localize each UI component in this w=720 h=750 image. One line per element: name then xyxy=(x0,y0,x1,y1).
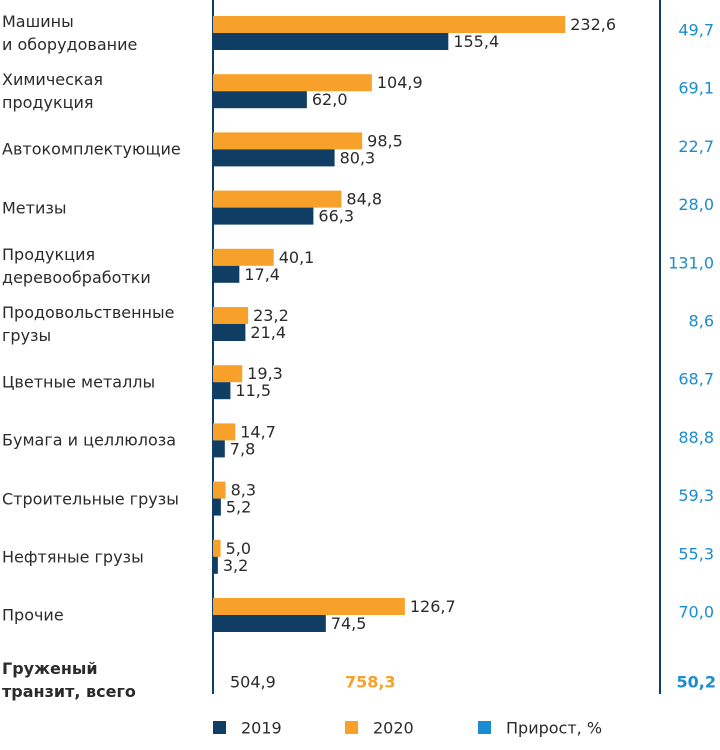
growth-label: 49,7 xyxy=(678,21,714,40)
legend-label: Прирост, % xyxy=(506,719,602,738)
value-label: 104,9 xyxy=(377,73,423,92)
growth-label: 131,0 xyxy=(668,253,714,272)
value-label: 126,7 xyxy=(410,597,456,616)
legend-label: 2020 xyxy=(373,719,414,738)
growth-label: 70,0 xyxy=(678,603,714,622)
bar xyxy=(213,440,225,458)
growth-label: 68,7 xyxy=(678,370,714,389)
value-label: 21,4 xyxy=(250,323,286,342)
bar xyxy=(213,615,326,632)
bar xyxy=(213,16,566,33)
value-label: 19,3 xyxy=(247,364,283,383)
value-label: 62,0 xyxy=(312,90,348,109)
value-label: 11,5 xyxy=(235,381,271,400)
category-label: Нефтяные грузы xyxy=(2,547,144,567)
category-label: Бумага и целлюлоза xyxy=(2,430,177,450)
total-category-label: Груженый транзит, всего xyxy=(2,659,136,701)
value-label: 40,1 xyxy=(279,248,315,267)
growth-label: 22,7 xyxy=(678,137,714,156)
category-label: Строительные грузы xyxy=(2,489,179,509)
value-label: 74,5 xyxy=(331,614,367,633)
value-label: 80,3 xyxy=(340,148,376,167)
bar xyxy=(213,74,372,92)
category-label: Машины и оборудование xyxy=(2,12,138,54)
legend-swatch xyxy=(478,721,491,734)
bar xyxy=(213,498,221,516)
bar xyxy=(213,598,405,615)
growth-label: 59,3 xyxy=(678,486,714,505)
value-label: 84,8 xyxy=(346,190,382,209)
legend-label: 2019 xyxy=(241,719,282,738)
category-label: Автокомплектующие xyxy=(2,139,181,159)
category-label: Цветные металлы xyxy=(2,372,156,392)
value-label: 17,4 xyxy=(244,265,280,284)
growth-label: 88,8 xyxy=(678,428,714,447)
growth-label: 28,0 xyxy=(678,195,714,214)
value-label: 232,6 xyxy=(570,15,616,34)
bar xyxy=(213,382,231,400)
bar xyxy=(213,248,274,266)
bar xyxy=(213,324,246,341)
growth-label: 8,6 xyxy=(689,312,714,331)
bar xyxy=(213,132,363,150)
total-label: 50,2 xyxy=(677,673,716,692)
value-label: 8,3 xyxy=(231,481,256,500)
category-label: Продукция деревообработки xyxy=(2,244,151,287)
value-label: 5,0 xyxy=(226,539,251,558)
legend-swatch xyxy=(213,721,226,734)
legend-swatch xyxy=(345,721,358,734)
bar xyxy=(213,307,249,324)
bar xyxy=(213,207,314,225)
growth-label: 69,1 xyxy=(678,79,714,98)
value-label: 14,7 xyxy=(240,422,276,441)
bar xyxy=(213,33,449,50)
value-label: 7,8 xyxy=(230,439,255,458)
total-label: 758,3 xyxy=(345,673,396,692)
value-label: 155,4 xyxy=(453,32,499,51)
category-label: Химическая продукция xyxy=(2,70,104,113)
value-label: 66,3 xyxy=(318,207,354,226)
total-label: 504,9 xyxy=(230,673,276,692)
bar xyxy=(213,149,335,167)
bar xyxy=(213,539,221,557)
bar xyxy=(213,190,342,208)
bar xyxy=(213,265,240,283)
value-label: 98,5 xyxy=(367,131,403,150)
category-label: Прочие xyxy=(2,605,64,625)
category-label: Продовольственные грузы xyxy=(2,303,175,345)
growth-label: 55,3 xyxy=(678,544,714,563)
bar xyxy=(213,91,307,109)
bar xyxy=(213,423,236,441)
bar xyxy=(213,481,226,499)
value-label: 3,2 xyxy=(223,556,248,575)
category-label: Метизы xyxy=(2,198,67,218)
bar xyxy=(213,556,218,574)
value-label: 23,2 xyxy=(253,306,289,325)
value-label: 5,2 xyxy=(226,498,251,517)
bar xyxy=(213,365,243,383)
